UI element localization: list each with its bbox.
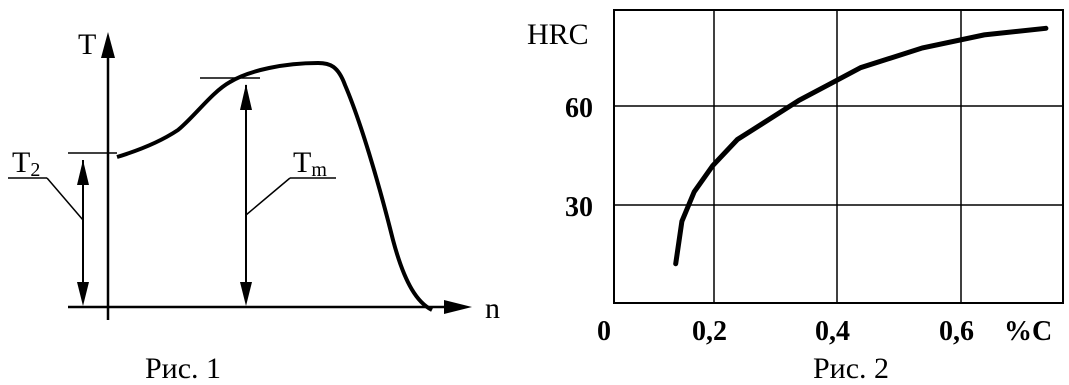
fig1-y-axis-label: T — [78, 28, 96, 61]
fig1-caption: Рис. 1 — [145, 352, 221, 385]
fig1-t2-arrow-down — [77, 282, 89, 306]
fig1-x-axis-arrow — [444, 300, 472, 314]
fig1-t2-leader — [46, 177, 84, 221]
fig1-t2-label: T2 — [12, 146, 40, 181]
fig1-x-axis-label: n — [485, 292, 500, 325]
fig2-x-tick-0: 0 — [597, 316, 611, 347]
fig1-tm-arrow-up — [240, 84, 252, 110]
fig2-hardness-curve — [673, 25, 1049, 267]
fig1-y-axis-arrow — [101, 32, 115, 58]
fig1-tm-label: Tm — [293, 146, 327, 181]
fig2-x-tick-0.4: 0,4 — [815, 316, 850, 347]
fig2-y-axis-label: HRC — [527, 18, 589, 51]
fig2-x-tick-0.6: 0,6 — [939, 316, 974, 347]
fig1-tm-arrow-down — [240, 282, 252, 306]
fig1-tm-leader — [245, 177, 291, 216]
fig1-torque-curve — [116, 60, 433, 312]
fig2-caption: Рис. 2 — [813, 352, 889, 385]
figure-1: T n T2 Tm Рис. 1 — [8, 28, 500, 385]
fig2-x-axis-label: %C — [1004, 316, 1052, 347]
fig2-plot-frame — [613, 9, 1064, 304]
fig2-y-tick-60: 60 — [565, 93, 593, 124]
fig2-grid — [614, 10, 1063, 303]
fig2-x-tick-0.2: 0,2 — [692, 316, 727, 347]
fig2-y-tick-30: 30 — [565, 192, 593, 223]
fig1-t2-arrow-up — [77, 160, 89, 185]
figure-2: HRC 60 30 0 0,2 0,4 0,6 %C Рис. 2 — [527, 9, 1064, 385]
